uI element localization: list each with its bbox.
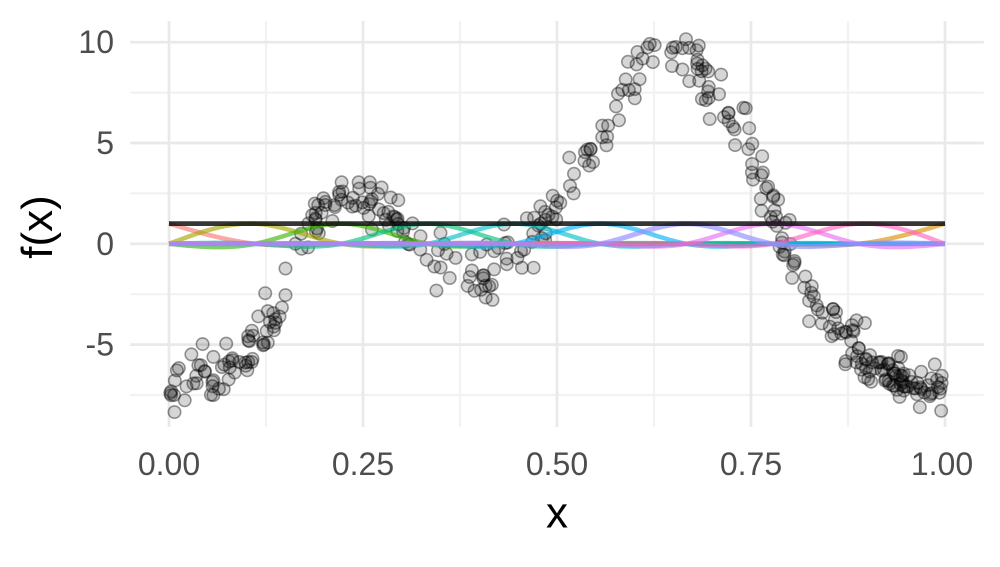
- svg-text:f(x): f(x): [13, 195, 62, 259]
- svg-text:0.25: 0.25: [332, 446, 394, 482]
- svg-text:-5: -5: [86, 327, 114, 363]
- svg-text:0.75: 0.75: [720, 446, 782, 482]
- svg-text:0: 0: [96, 226, 114, 262]
- svg-text:0.00: 0.00: [138, 446, 200, 482]
- svg-text:x: x: [546, 489, 568, 538]
- svg-text:10: 10: [78, 24, 114, 60]
- svg-text:5: 5: [96, 125, 114, 161]
- svg-text:1.00: 1.00: [911, 446, 973, 482]
- svg-text:0.50: 0.50: [526, 446, 588, 482]
